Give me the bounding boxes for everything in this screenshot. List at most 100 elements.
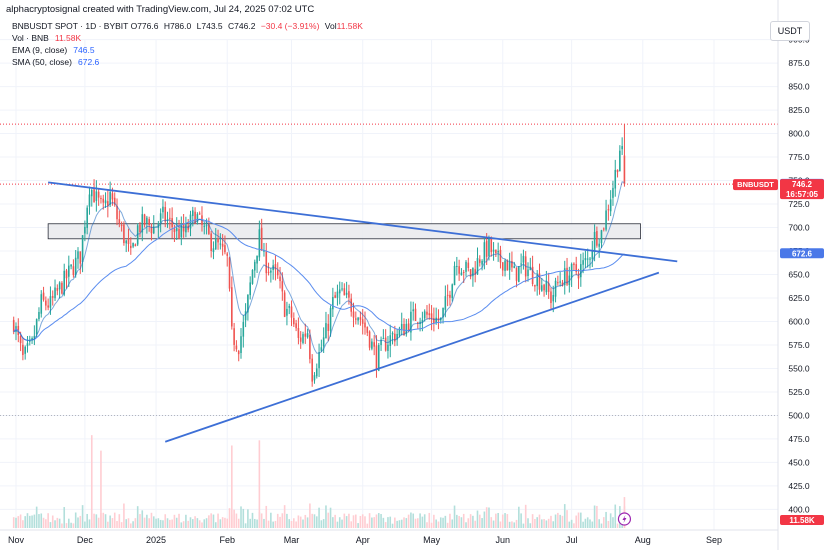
volume-bar — [412, 513, 415, 528]
volume-bar — [451, 519, 454, 528]
volume-bar — [54, 520, 56, 528]
volume-bar — [157, 518, 160, 528]
volume-spike — [231, 445, 233, 528]
x-tick-label: Jul — [566, 535, 578, 545]
volume-bar — [593, 505, 596, 528]
volume-bar — [602, 517, 605, 528]
volume-bar — [182, 521, 185, 528]
volume-legend-row[interactable]: Vol · BNB 11.58K — [12, 33, 81, 43]
candle-body — [350, 298, 353, 312]
sma-legend-row[interactable]: SMA (50, close) 672.6 — [12, 57, 99, 67]
candle-body — [334, 295, 336, 298]
candle-body — [12, 319, 15, 332]
candle-body — [313, 375, 316, 381]
candle-body — [113, 197, 116, 205]
volume-bar — [187, 520, 189, 528]
volume-bar — [465, 522, 467, 528]
trendlines — [48, 181, 678, 443]
volume-bar — [607, 520, 610, 528]
sma-legend-label: SMA (50, close) — [12, 57, 72, 67]
volume-bar — [430, 522, 433, 528]
volume-bar — [439, 517, 442, 528]
candle-body — [557, 282, 559, 284]
volume-bar — [175, 517, 178, 528]
candle-body — [19, 335, 22, 344]
candle-body — [410, 311, 412, 333]
volume-bar — [612, 517, 614, 528]
candle-body — [515, 267, 518, 281]
candle-body — [90, 189, 93, 197]
ohlc-change: −30.4 (−3.91%) — [260, 21, 320, 31]
volume-bar — [435, 519, 437, 528]
sma-legend-value: 672.6 — [78, 57, 100, 67]
candle-body — [407, 323, 410, 331]
volume-bar — [68, 518, 70, 528]
candle-body — [97, 191, 100, 198]
candle-body — [582, 260, 584, 265]
candle-body — [127, 238, 130, 245]
candle-body — [336, 291, 339, 298]
volume-bar — [586, 517, 589, 528]
candle-body — [136, 225, 139, 245]
candle-body — [152, 226, 155, 234]
volume-bar — [584, 518, 587, 528]
volume-bar — [522, 523, 525, 528]
volume-bar — [226, 518, 229, 528]
candle-body — [499, 249, 502, 263]
candle-body — [472, 267, 474, 277]
volume-bar — [265, 505, 268, 528]
volume-bar — [237, 518, 240, 528]
lightning-event-icon — [617, 512, 632, 526]
volume-bar — [433, 514, 435, 528]
candle-body — [559, 281, 561, 283]
candle-body — [77, 251, 79, 259]
ema-9-line — [13, 181, 625, 354]
x-tick-label: Sep — [706, 535, 722, 545]
volume-bar — [139, 514, 141, 528]
candle-body — [231, 287, 233, 327]
volume-bar — [596, 505, 598, 528]
candle-body — [396, 333, 398, 340]
volume-bar — [446, 522, 449, 528]
candle-body — [536, 274, 538, 287]
candle-body — [286, 308, 288, 316]
volume-bar — [159, 519, 162, 528]
volume-bar — [398, 520, 401, 528]
y-tick-label: 450.0 — [788, 457, 810, 467]
candle-body — [35, 319, 38, 335]
volume-bar — [201, 522, 203, 528]
volume-bar — [164, 514, 167, 528]
volume-bar — [520, 513, 522, 528]
symbol-tag: BNBUSDT — [733, 179, 778, 191]
candle-body — [609, 199, 612, 212]
symbol-name[interactable]: BNBUSDT SPOT · 1D · BYBIT — [12, 21, 129, 31]
volume-bar — [357, 523, 359, 528]
candle-body — [403, 323, 405, 336]
candle-body — [591, 250, 594, 260]
volume-bar — [302, 519, 304, 528]
candle-body — [79, 251, 82, 264]
candle-body — [543, 284, 545, 291]
symbol-legend-row[interactable]: BNBUSDT SPOT · 1D · BYBIT O776.6 H786.0 … — [12, 21, 366, 31]
candle-body — [70, 264, 72, 267]
volume-bar — [224, 517, 226, 528]
volume-bar — [329, 507, 332, 528]
candle-body — [33, 335, 36, 339]
candles — [12, 124, 626, 387]
candle-body — [26, 343, 29, 347]
currency-selector[interactable]: USDT — [770, 21, 810, 41]
ema-legend-row[interactable]: EMA (9, close) 746.5 — [12, 45, 95, 55]
volume-bar — [334, 514, 336, 528]
volume-bar — [325, 505, 327, 528]
candle-body — [118, 219, 121, 224]
volume-bar — [396, 520, 398, 528]
candle-body — [293, 318, 295, 325]
candle-body — [621, 146, 623, 150]
candle-body — [497, 250, 499, 253]
volume-bar — [178, 513, 180, 528]
volume-bar — [492, 520, 495, 528]
volume-bar — [332, 517, 334, 528]
